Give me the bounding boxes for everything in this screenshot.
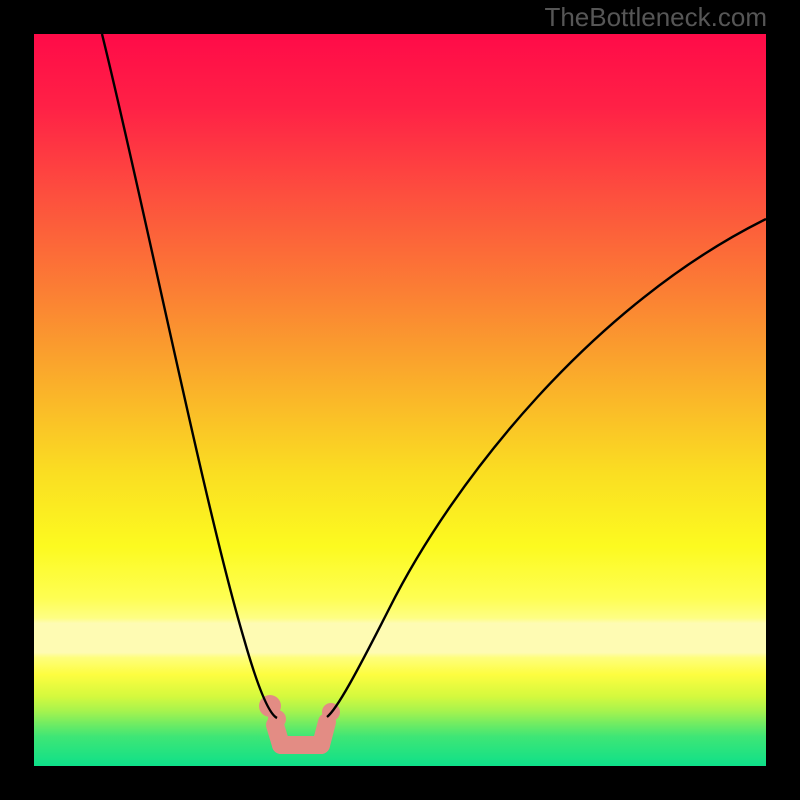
frame-border-left	[0, 0, 34, 800]
frame-border-bottom	[0, 766, 800, 800]
frame-border-right	[766, 0, 800, 800]
marker-u-right	[321, 722, 327, 745]
marker-group	[259, 695, 340, 745]
plot-area	[34, 34, 766, 766]
curve-layer	[34, 34, 766, 766]
watermark-text: TheBottleneck.com	[544, 2, 767, 33]
curve-left-branch	[102, 34, 277, 718]
chart-frame: TheBottleneck.com	[0, 0, 800, 800]
curve-right-branch	[327, 219, 766, 717]
